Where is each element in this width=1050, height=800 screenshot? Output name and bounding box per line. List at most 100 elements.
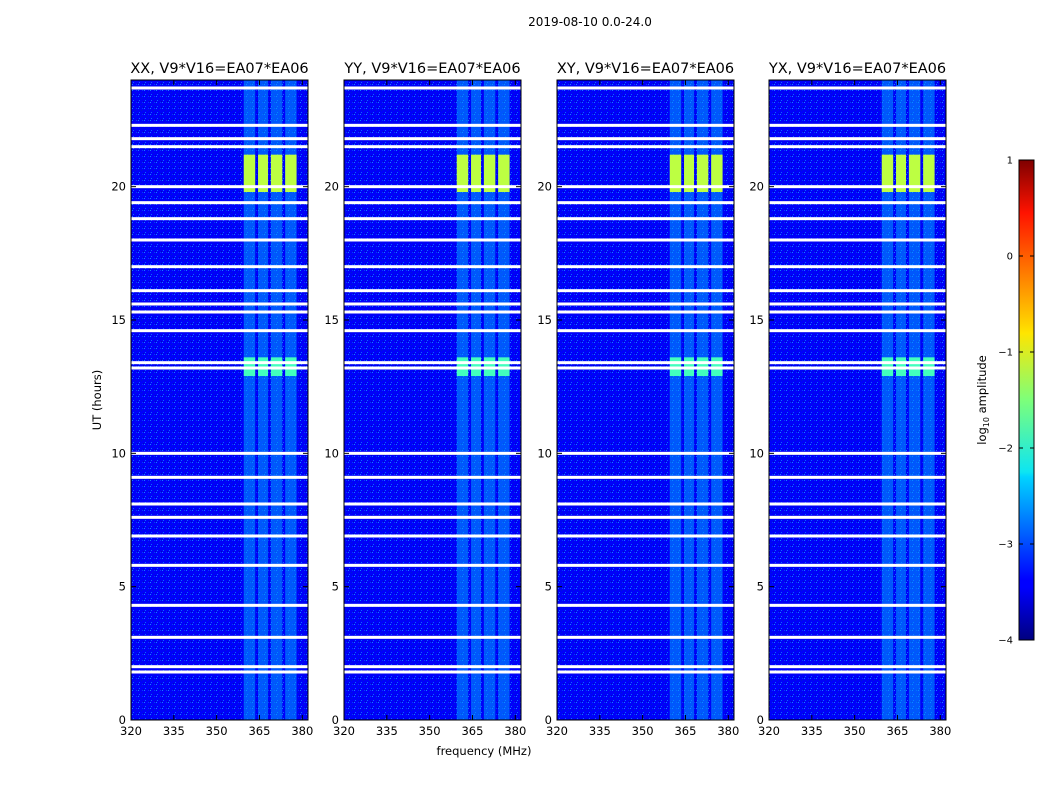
strong-rfi-block <box>498 154 510 192</box>
flagged-row <box>344 603 521 607</box>
panel-4: YX, V9*V16=EA07*EA06 320 335 350 365 380 0 5 10 1… <box>749 61 951 738</box>
panel-title: YX, V9*V16=EA07*EA06 <box>768 61 946 77</box>
y-tick-label: 10 <box>111 446 126 460</box>
y-tick-label: 15 <box>324 313 339 327</box>
x-tick-label: 350 <box>206 724 228 738</box>
flagged-row <box>557 137 734 141</box>
y-tick-label: 5 <box>757 580 764 594</box>
panel-frame <box>343 79 522 721</box>
flagged-row <box>557 515 734 519</box>
rfi-band-4 <box>711 80 723 720</box>
flagged-row <box>557 603 734 607</box>
flagged-row <box>557 217 734 221</box>
strong-rfi-block <box>285 154 297 192</box>
flagged-row <box>769 265 946 269</box>
flagged-row <box>769 635 946 639</box>
flagged-row <box>769 502 946 506</box>
flagged-row <box>131 515 308 519</box>
panel-1: XX, V9*V16=EA07*EA06 320 335 350 365 380 0 5 10 1… <box>111 61 313 738</box>
flagged-row <box>344 137 521 141</box>
flagged-row <box>557 329 734 333</box>
flagged-row <box>344 123 521 127</box>
flagged-row <box>131 238 308 242</box>
flagged-row <box>769 310 946 314</box>
rfi-band-3 <box>696 80 709 720</box>
flagged-row <box>557 670 734 674</box>
flagged-row <box>769 145 946 149</box>
strong-rfi-block <box>896 154 907 192</box>
flagged-row <box>344 451 521 455</box>
flagged-row <box>769 534 946 538</box>
colorbar-tick-label: 0 <box>1007 252 1013 263</box>
y-tick-label: 0 <box>119 713 126 727</box>
x-tick-label: 350 <box>844 724 866 738</box>
flagged-row <box>344 217 521 221</box>
x-tick-label: 380 <box>504 724 526 738</box>
flagged-row <box>557 451 734 455</box>
y-tick-label: 15 <box>111 313 126 327</box>
strong-rfi-block <box>684 154 695 192</box>
rfi-band-2 <box>896 80 907 720</box>
flagged-row <box>344 563 521 567</box>
y-tick-label: 5 <box>332 580 339 594</box>
y-tick-label: 20 <box>324 180 339 194</box>
y-tick-label: 20 <box>537 180 552 194</box>
flagged-row <box>131 217 308 221</box>
flagged-row <box>344 310 521 314</box>
strong-rfi-block <box>923 154 935 192</box>
flagged-row <box>769 670 946 674</box>
flagged-row <box>344 665 521 669</box>
flagged-row <box>131 451 308 455</box>
flagged-row <box>769 603 946 607</box>
flagged-row <box>344 302 521 306</box>
flagged-row <box>557 563 734 567</box>
y-tick-label: 10 <box>749 446 764 460</box>
y-tick-label: 10 <box>324 446 339 460</box>
rfi-band-2 <box>258 80 269 720</box>
rfi-band-3 <box>483 80 496 720</box>
y-tick-label: 20 <box>749 180 764 194</box>
strong-rfi-block <box>908 154 921 192</box>
flagged-row <box>131 289 308 293</box>
rfi-band-2 <box>471 80 482 720</box>
flagged-row <box>131 366 308 370</box>
x-tick-label: 320 <box>546 724 568 738</box>
x-tick-label: 350 <box>419 724 441 738</box>
flagged-row <box>769 123 946 127</box>
flagged-row <box>131 265 308 269</box>
rfi-band-2 <box>684 80 695 720</box>
strong-rfi-block <box>483 154 496 192</box>
flagged-row <box>344 265 521 269</box>
rfi-band-1 <box>881 80 894 720</box>
flagged-row <box>131 361 308 365</box>
y-tick-label: 10 <box>537 446 552 460</box>
flagged-row <box>344 201 521 205</box>
flagged-row <box>131 603 308 607</box>
flagged-row <box>557 310 734 314</box>
x-tick-label: 335 <box>589 724 611 738</box>
x-tick-label: 320 <box>120 724 142 738</box>
flagged-row <box>557 145 734 149</box>
flagged-row <box>131 310 308 314</box>
y-tick-label: 5 <box>545 580 552 594</box>
rfi-band-4 <box>498 80 510 720</box>
flagged-row <box>131 665 308 669</box>
flagged-row <box>344 238 521 242</box>
panel-3: XY, V9*V16=EA07*EA06 320 335 350 365 380 0 5 10 1… <box>537 61 739 738</box>
colorbar-tick-label: −1 <box>998 348 1013 359</box>
flagged-row <box>557 302 734 306</box>
flagged-row <box>557 238 734 242</box>
flagged-row <box>131 302 308 306</box>
rfi-band-4 <box>923 80 935 720</box>
flagged-row <box>131 137 308 141</box>
flagged-row <box>769 366 946 370</box>
flagged-row <box>769 329 946 333</box>
x-tick-label: 350 <box>632 724 654 738</box>
flagged-row <box>769 86 946 90</box>
flagged-row <box>131 185 308 189</box>
flagged-row <box>557 635 734 639</box>
colorbar-label: log10 amplitude <box>975 355 991 445</box>
strong-rfi-block <box>270 154 283 192</box>
figure-title: 2019-08-10 0.0-24.0 <box>528 15 652 29</box>
